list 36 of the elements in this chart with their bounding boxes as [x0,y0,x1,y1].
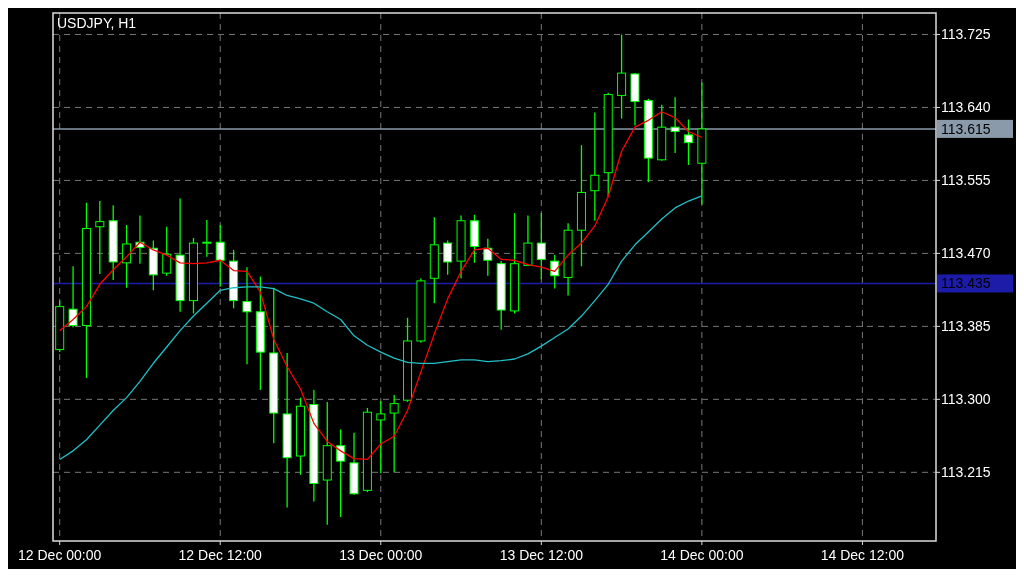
x-tick-label: 14 Dec 12:00 [820,547,905,563]
candlestick [336,428,346,518]
y-tick-label: 113.215 [941,464,991,481]
y-tick-label: 113.640 [941,99,991,116]
candlestick [617,33,627,120]
candlestick [483,238,493,277]
x-tick-label: 13 Dec 12:00 [499,547,584,563]
candlestick [590,111,600,222]
candlestick [670,96,680,154]
x-tick-label: 12 Dec 12:00 [178,547,263,563]
line-series [59,195,703,461]
ref-line-label: 113.615 [941,120,991,137]
x-tick-label: 14 Dec 00:00 [660,547,744,563]
y-tick-label: 113.300 [941,391,991,408]
x-tick-label: 13 Dec 00:00 [339,547,423,563]
y-tick-label: 113.385 [941,318,991,335]
candlestick [242,266,252,365]
candlestick [536,212,546,280]
candlestick [162,226,172,277]
candlestick [523,214,533,267]
candlestick [376,400,386,474]
candlestick [95,200,105,275]
candlestick [683,118,694,166]
candlestick [443,239,453,276]
y-tick-label: 113.555 [941,172,991,189]
y-tick-label: 113.470 [941,245,991,262]
ref-line-label: 113.435 [941,275,991,292]
candlestick [122,224,132,289]
x-tick-label: 12 Dec 00:00 [18,547,102,563]
candlestick [68,265,78,328]
chart-title: USDJPY, H1 [57,15,137,31]
candlestick [202,219,212,258]
candlestick [550,254,560,290]
y-tick-label: 113.725 [941,26,991,43]
candlestick [215,224,225,288]
candlestick [389,394,399,473]
